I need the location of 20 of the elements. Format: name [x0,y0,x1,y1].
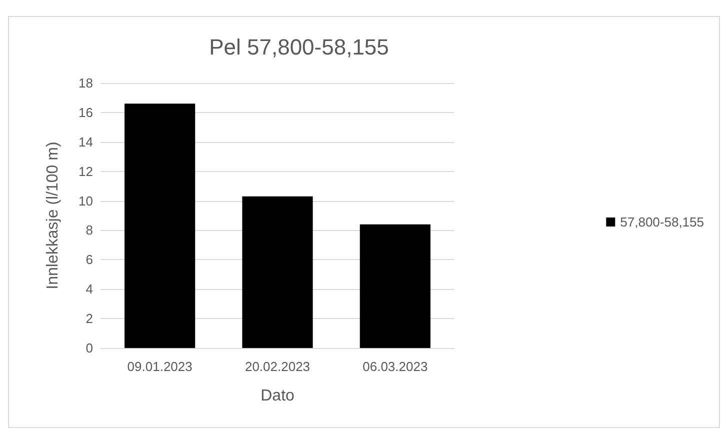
y-tick-label: 12 [78,164,93,179]
x-axis-title: Dato [260,388,294,404]
bar [124,104,196,348]
y-tick-label: 14 [78,134,93,150]
bar [360,224,430,348]
y-tick-label: 0 [86,340,93,356]
chart-title: Pel 57,800-58,155 [209,34,389,60]
y-tick-label: 16 [78,104,93,120]
x-tick-label: 06.03.2023 [362,359,428,374]
x-tick-label: 09.01.2023 [127,359,192,374]
y-tick-label: 6 [86,252,93,268]
legend-label: 57,800-58,155 [620,214,704,230]
bar [242,196,313,348]
y-tick-label: 2 [86,311,93,326]
y-tick-label: 4 [86,282,93,297]
y-tick-label: 18 [78,76,93,90]
y-tick-label: 10 [78,193,93,208]
y-tick-label: 8 [86,222,93,238]
x-tick-label: 20.02.2023 [244,359,310,374]
y-axis-title: Innlekkasje (l/100 m) [44,142,62,290]
